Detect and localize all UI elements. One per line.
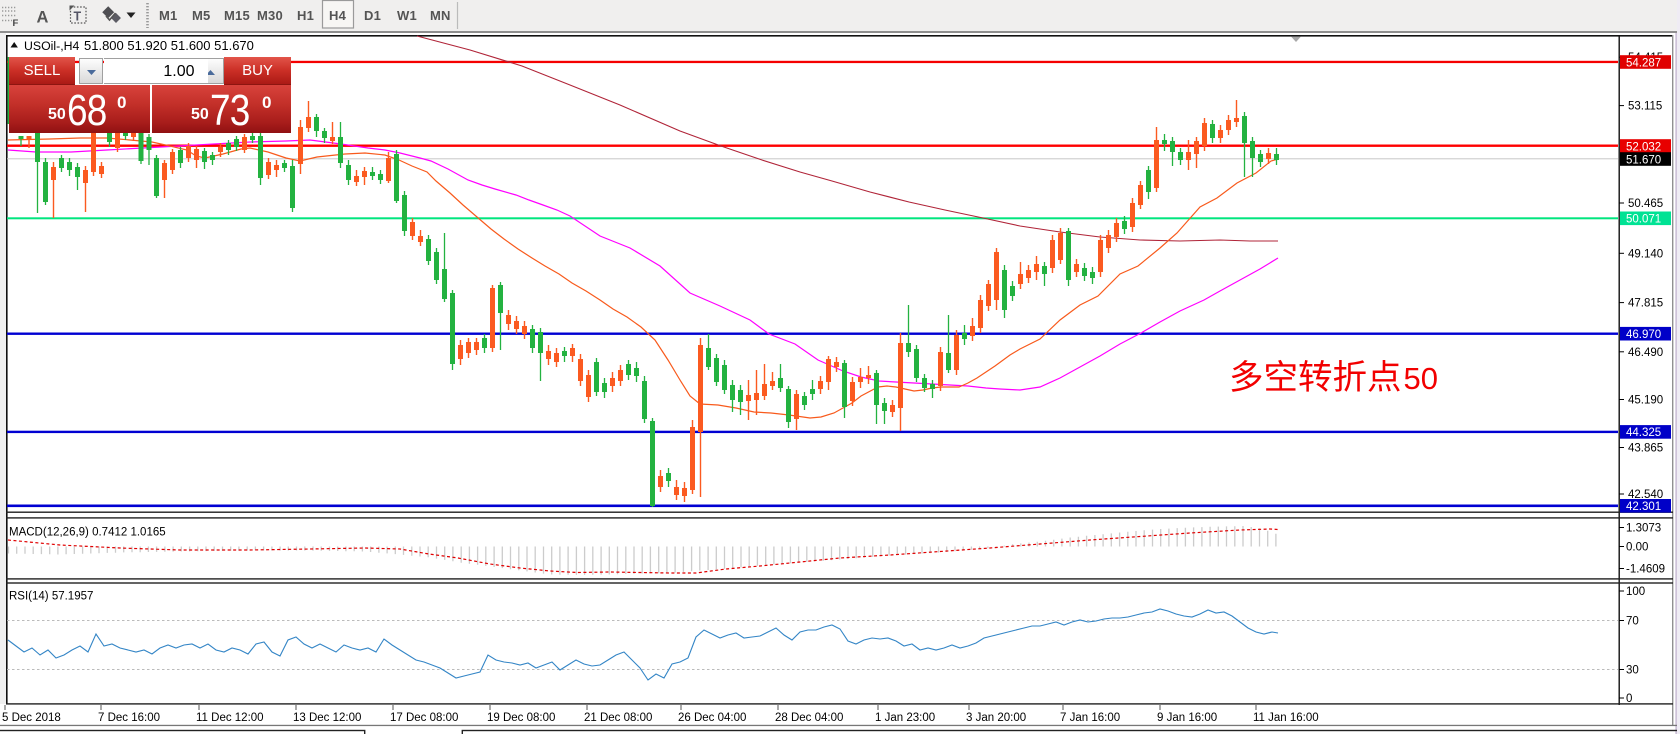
svg-text:7 Dec 16:00: 7 Dec 16:00 bbox=[98, 712, 160, 724]
svg-text:53.115: 53.115 bbox=[1628, 101, 1662, 113]
svg-text:F: F bbox=[13, 18, 19, 29]
svg-text:70: 70 bbox=[1626, 616, 1639, 628]
svg-text:-1.4609: -1.4609 bbox=[1626, 564, 1665, 576]
svg-text:45.190: 45.190 bbox=[1628, 395, 1663, 407]
svg-text:5 Dec 2018: 5 Dec 2018 bbox=[2, 712, 61, 724]
svg-text:44.325: 44.325 bbox=[1626, 427, 1661, 439]
svg-text:30: 30 bbox=[1626, 665, 1639, 677]
svg-text:28 Dec 04:00: 28 Dec 04:00 bbox=[775, 712, 843, 724]
svg-text:42.301: 42.301 bbox=[1626, 501, 1661, 513]
svg-text:49.140: 49.140 bbox=[1628, 248, 1663, 260]
svg-text:46.490: 46.490 bbox=[1628, 347, 1663, 359]
svg-text:9 Jan 16:00: 9 Jan 16:00 bbox=[1157, 712, 1217, 724]
svg-text:42.540: 42.540 bbox=[1628, 489, 1663, 501]
svg-text:54.287: 54.287 bbox=[1626, 57, 1661, 69]
svg-text:A: A bbox=[37, 9, 49, 27]
svg-text:11 Jan 16:00: 11 Jan 16:00 bbox=[1253, 712, 1319, 724]
svg-text:17 Dec 08:00: 17 Dec 08:00 bbox=[390, 712, 458, 724]
svg-text:MACD(12,26,9) 0.7412 1.0165: MACD(12,26,9) 0.7412 1.0165 bbox=[9, 527, 166, 539]
svg-text:51.670: 51.670 bbox=[1626, 154, 1661, 166]
svg-text:USOil-,H4: USOil-,H4 bbox=[24, 39, 80, 53]
svg-text:100: 100 bbox=[1626, 586, 1645, 598]
svg-text:52.032: 52.032 bbox=[1626, 141, 1661, 153]
svg-text:11 Dec 12:00: 11 Dec 12:00 bbox=[196, 712, 264, 724]
svg-text:7 Jan 16:00: 7 Jan 16:00 bbox=[1060, 712, 1120, 724]
svg-text:1 Jan 23:00: 1 Jan 23:00 bbox=[875, 712, 935, 724]
svg-text:T: T bbox=[74, 10, 82, 24]
svg-text:0.00: 0.00 bbox=[1626, 542, 1648, 554]
svg-text:26 Dec 04:00: 26 Dec 04:00 bbox=[678, 712, 746, 724]
svg-text:RSI(14) 57.1957: RSI(14) 57.1957 bbox=[9, 591, 93, 603]
svg-text:50.071: 50.071 bbox=[1626, 214, 1661, 226]
svg-text:50.465: 50.465 bbox=[1628, 198, 1663, 210]
svg-text:13 Dec 12:00: 13 Dec 12:00 bbox=[293, 712, 361, 724]
svg-text:1.3073: 1.3073 bbox=[1626, 523, 1661, 535]
svg-text:3 Jan 20:00: 3 Jan 20:00 bbox=[966, 712, 1026, 724]
svg-text:46.970: 46.970 bbox=[1626, 329, 1661, 341]
svg-text:43.865: 43.865 bbox=[1628, 443, 1663, 455]
svg-text:50: 50 bbox=[1404, 361, 1438, 396]
svg-text:19 Dec 08:00: 19 Dec 08:00 bbox=[487, 712, 555, 724]
svg-text:21 Dec 08:00: 21 Dec 08:00 bbox=[584, 712, 652, 724]
svg-text:47.815: 47.815 bbox=[1628, 298, 1663, 310]
svg-text:51.800 51.920 51.600 51.670: 51.800 51.920 51.600 51.670 bbox=[84, 38, 254, 53]
svg-text:0: 0 bbox=[1626, 693, 1632, 705]
